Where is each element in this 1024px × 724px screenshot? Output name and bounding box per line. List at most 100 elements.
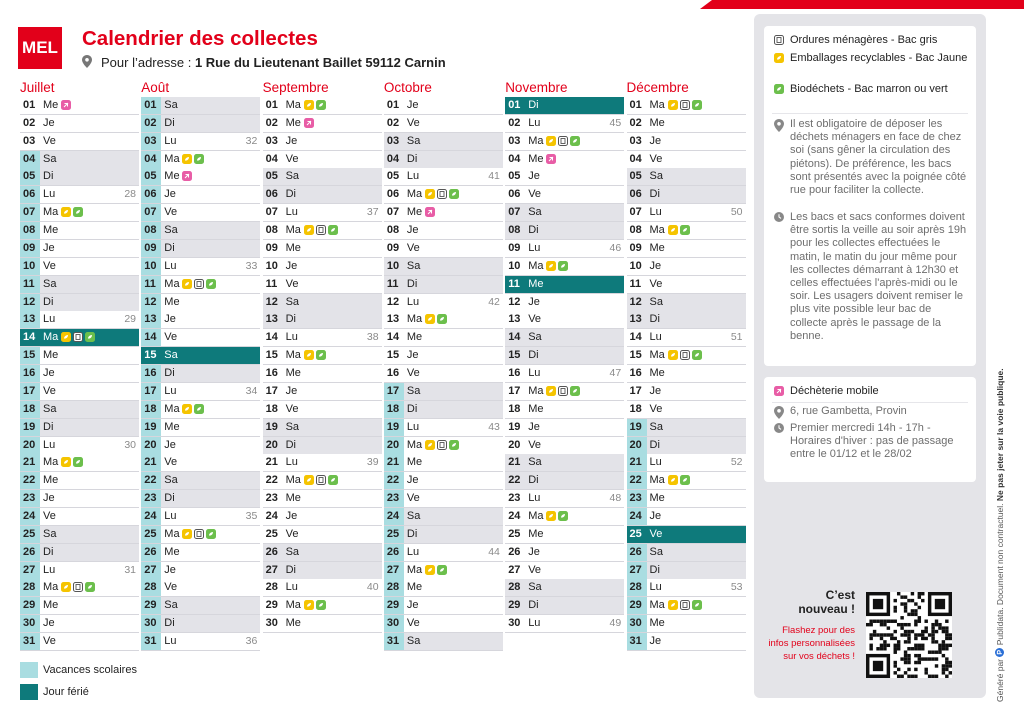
day-row: 08 Ma (626, 222, 746, 241)
info-item: Les bacs et sacs conformes doivent être … (774, 211, 970, 343)
weekday: Ve (285, 402, 299, 415)
weekday: Je (528, 170, 540, 183)
generated-by: Généré par (995, 659, 1005, 702)
bin-icon (303, 100, 314, 110)
weekday: Je (164, 438, 176, 451)
holiday-row: 15 Sa (141, 347, 261, 366)
day-row: 10 Sa (383, 257, 503, 276)
weekday: Ve (43, 510, 56, 522)
day-number: 02 (505, 114, 526, 132)
day-row: 01 Sa (141, 97, 261, 115)
day-number: 20 (505, 436, 526, 454)
day-number: 01 (262, 97, 283, 114)
day-row: 13 Di (626, 311, 746, 330)
weekday: Ve (649, 152, 663, 165)
weekday: Me (406, 456, 423, 469)
bin-icon (774, 84, 784, 94)
day-row: 15 Je (383, 347, 503, 366)
week-number: 53 (730, 581, 743, 594)
day-row: 28 Sa (505, 579, 625, 598)
weekday: Sa (164, 99, 178, 111)
weekday: Ma (649, 474, 665, 487)
day-number: 13 (505, 311, 526, 329)
day-number: 21 (262, 454, 283, 472)
day-row: 15 Ma (262, 347, 382, 366)
weekday: Ma (164, 402, 180, 415)
day-row: 21 Lu 39 (262, 454, 382, 473)
day-row: 04 Di (383, 150, 503, 169)
qr-code (866, 592, 952, 678)
day-number: 07 (383, 204, 404, 222)
day-number: 20 (20, 436, 40, 454)
legend-card: Ordures ménagères - Bac gris Emballages r… (764, 26, 976, 366)
day-row: 21 Sa (505, 454, 625, 473)
day-row: 20 Je (141, 436, 261, 455)
day-row: 19 Me (141, 418, 261, 437)
day-number: 29 (505, 597, 526, 615)
day-number: 17 (141, 382, 162, 400)
day-row: 01 Ma (262, 97, 382, 115)
weekday: Ma (285, 349, 301, 362)
day-row: 28 Lu 53 (626, 579, 746, 598)
week-number: 33 (245, 259, 258, 272)
day-row: 03 Je (262, 132, 382, 151)
legend-item: Biodéchets - Bac marron ou vert (774, 83, 970, 96)
bin-icon (570, 385, 581, 396)
weekday: Sa (43, 277, 57, 290)
week-number: 32 (245, 134, 258, 147)
day-number: 24 (262, 508, 283, 525)
weekday: Ve (285, 152, 299, 165)
disclaimer: Document non contractuel. (995, 503, 1005, 606)
day-row: 04 Me (505, 150, 625, 169)
vacation-label: Vacances scolaires (43, 664, 137, 676)
day-number: 27 (505, 561, 526, 579)
day-number: 12 (383, 293, 404, 311)
day-number: 28 (141, 579, 162, 597)
weekday: Ma (43, 581, 59, 594)
bin-icon (182, 153, 193, 164)
day-number: 23 (20, 490, 40, 508)
weekday: Je (406, 599, 419, 612)
day-row: 17 Je (262, 382, 382, 401)
day-number: 18 (505, 400, 526, 418)
bin-icon (206, 528, 217, 539)
day-number: 11 (626, 275, 647, 293)
bin-icon (436, 564, 447, 575)
weekday: Je (649, 259, 662, 272)
day-row: 04 Ve (262, 150, 382, 169)
day-number: 13 (20, 311, 40, 329)
day-number: 09 (383, 239, 404, 257)
day-number: 01 (383, 97, 404, 114)
day-number: 19 (505, 418, 526, 436)
day-number: 30 (505, 615, 526, 633)
week-number: 50 (730, 206, 743, 219)
bin-icon (691, 600, 702, 611)
weekday: Je (406, 99, 419, 111)
day-number: 15 (626, 347, 647, 365)
weekday: Sa (406, 384, 421, 397)
day-number: 04 (626, 150, 647, 168)
weekday: Sa (164, 599, 178, 612)
day-number: 08 (262, 222, 283, 240)
day-number: 20 (383, 436, 404, 454)
day-row: 02 Di (141, 114, 261, 133)
bin-icon (327, 225, 338, 236)
day-number: 08 (141, 222, 162, 240)
day-row: 05 Sa (262, 168, 382, 187)
day-number: 08 (383, 222, 404, 240)
day-number: 23 (505, 490, 526, 508)
weekday: Ve (164, 456, 178, 469)
day-row: 17 Lu 34 (141, 382, 261, 401)
day-number: 21 (141, 454, 162, 472)
day-number: 29 (626, 597, 647, 615)
week-number: 44 (488, 545, 500, 558)
day-number: 01 (141, 97, 162, 114)
weekday: Me (43, 224, 59, 237)
week-number: 37 (366, 206, 379, 219)
info-icon (774, 423, 784, 433)
bin-icon (558, 135, 569, 146)
day-number: 10 (20, 257, 40, 275)
bin-icon (61, 207, 71, 218)
bin-icon (679, 100, 690, 110)
info-icon (774, 212, 784, 222)
